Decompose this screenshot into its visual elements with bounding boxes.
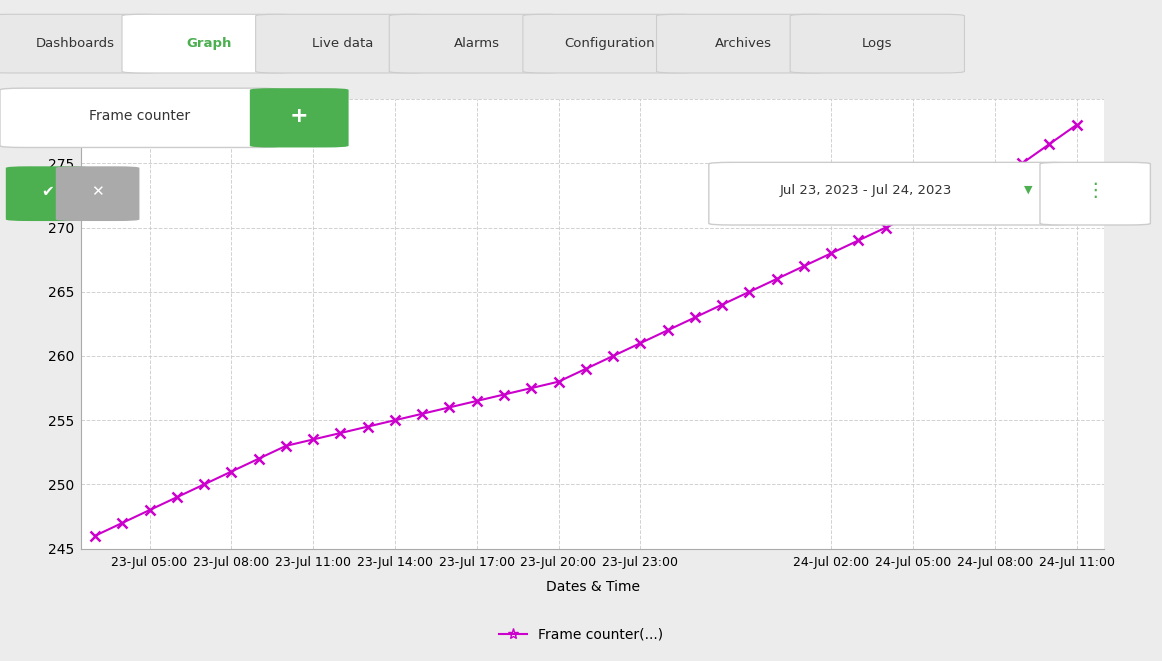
Text: Logs: Logs (862, 37, 892, 50)
Text: ▼: ▼ (1024, 185, 1033, 195)
FancyBboxPatch shape (6, 167, 89, 221)
FancyBboxPatch shape (657, 15, 831, 73)
FancyBboxPatch shape (0, 88, 279, 147)
FancyBboxPatch shape (0, 15, 163, 73)
Text: Archives: Archives (715, 37, 773, 50)
FancyBboxPatch shape (523, 15, 697, 73)
FancyBboxPatch shape (1040, 163, 1150, 225)
Text: Graph: Graph (186, 37, 232, 50)
Text: Jul 23, 2023 - Jul 24, 2023: Jul 23, 2023 - Jul 24, 2023 (780, 184, 952, 196)
Text: ✕: ✕ (92, 184, 103, 199)
Text: ✔: ✔ (42, 184, 53, 199)
Text: +: + (289, 106, 308, 126)
FancyBboxPatch shape (256, 15, 430, 73)
Text: Frame counter: Frame counter (88, 108, 191, 123)
FancyBboxPatch shape (790, 15, 964, 73)
FancyBboxPatch shape (122, 15, 296, 73)
Text: Dashboards: Dashboards (36, 37, 115, 50)
FancyBboxPatch shape (709, 163, 1069, 225)
FancyBboxPatch shape (56, 167, 139, 221)
Text: ⋮: ⋮ (1085, 180, 1104, 200)
FancyBboxPatch shape (250, 88, 349, 147)
X-axis label: Dates & Time: Dates & Time (546, 580, 639, 594)
Text: Alarms: Alarms (453, 37, 500, 50)
FancyBboxPatch shape (389, 15, 564, 73)
Legend: Frame counter(...): Frame counter(...) (494, 623, 668, 647)
Text: Live data: Live data (313, 37, 373, 50)
Text: Configuration: Configuration (565, 37, 655, 50)
